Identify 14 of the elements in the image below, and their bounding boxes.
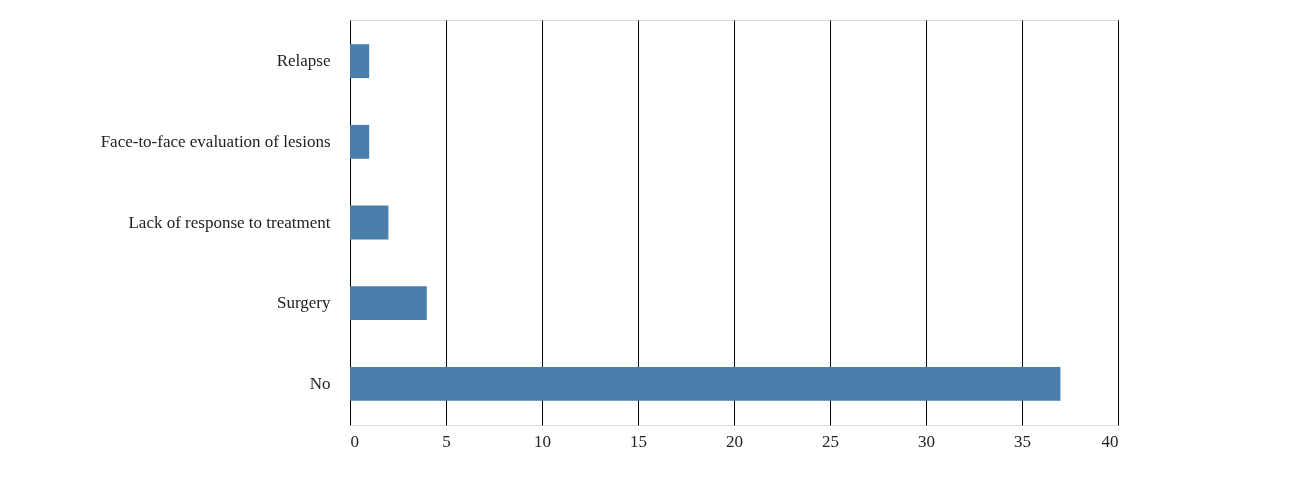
x-tick-label: 30 (918, 431, 935, 451)
x-tick-label: 20 (726, 431, 743, 451)
y-tick-label: Relapse (276, 51, 331, 71)
y-tick-label: Surgery (276, 293, 331, 313)
x-tick-label: 5 (442, 431, 451, 451)
y-tick-label: Lack of response to treatment (128, 212, 331, 232)
y-tick-label: No (309, 373, 331, 393)
x-tick-label: 40 (1101, 431, 1119, 451)
x-tick-label: 10 (534, 431, 551, 451)
x-tick-label: 25 (822, 431, 839, 451)
y-tick-label: Face-to-face evaluation of lesions (100, 131, 331, 151)
x-tick-label: 0 (350, 431, 359, 451)
x-tick-label: 15 (630, 431, 647, 451)
x-tick-label: 35 (1014, 431, 1031, 451)
